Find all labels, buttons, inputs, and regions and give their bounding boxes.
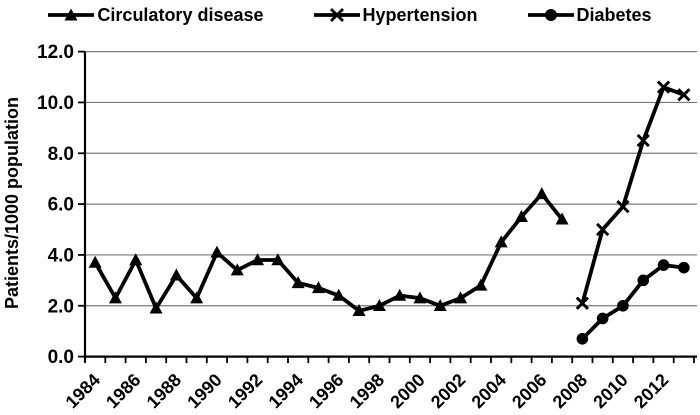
data-point-triangle xyxy=(230,263,244,276)
data-point-circle xyxy=(637,274,650,287)
data-point-triangle xyxy=(535,187,549,200)
data-point-circle xyxy=(617,299,629,312)
triangle-marker-icon xyxy=(48,8,95,21)
data-point-x xyxy=(677,88,691,102)
series-line-0 xyxy=(93,190,564,313)
x-tick-label: 1998 xyxy=(346,370,388,412)
data-point-x xyxy=(656,80,671,94)
legend-label-hypertension: Hypertension xyxy=(362,4,478,25)
y-tick-label: 6.0 xyxy=(48,195,74,216)
x-tick-label: 1996 xyxy=(305,370,347,412)
y-tick-label: 4.0 xyxy=(48,245,74,266)
x-tick-label: 1988 xyxy=(143,370,185,412)
legend-item-diabetes: Diabetes xyxy=(527,4,652,26)
data-point-triangle xyxy=(271,253,285,266)
x-tick-label: 1990 xyxy=(183,370,225,412)
x-tick-label: 2002 xyxy=(427,370,469,412)
data-point-x xyxy=(636,133,650,148)
y-tick-label: 8.0 xyxy=(48,144,74,165)
data-point-triangle xyxy=(332,288,346,301)
x-tick-label: 2006 xyxy=(508,370,550,412)
data-point-triangle xyxy=(129,253,143,266)
data-point-triangle xyxy=(352,304,366,317)
legend-item-circulatory-disease: Circulatory disease xyxy=(48,4,264,26)
y-tick-label: 10.0 xyxy=(37,93,74,114)
data-point-x xyxy=(616,200,630,214)
data-point-x xyxy=(575,296,589,310)
x-tick-label: 2012 xyxy=(630,370,672,412)
data-point-triangle xyxy=(454,291,468,304)
x-tick-label: 2008 xyxy=(549,370,591,412)
data-point-circle xyxy=(678,261,690,274)
data-point-triangle xyxy=(149,301,163,314)
y-axis-title: Patients/1000 population xyxy=(2,97,22,309)
legend-label-circulatory-disease: Circulatory disease xyxy=(97,4,264,25)
data-point-triangle xyxy=(251,253,265,266)
series-line-2 xyxy=(581,263,685,341)
x-marker-icon xyxy=(313,8,360,22)
x-tick-label: 1994 xyxy=(265,370,307,412)
data-point-triangle xyxy=(311,281,325,294)
x-tick-label: 1984 xyxy=(62,370,104,412)
data-point-triangle xyxy=(210,245,224,258)
legend-item-hypertension: Hypertension xyxy=(313,4,478,26)
data-point-triangle xyxy=(514,210,528,223)
x-tick-label: 1986 xyxy=(102,370,144,412)
x-tick-label: 2004 xyxy=(468,370,510,412)
data-point-circle xyxy=(657,259,670,271)
data-point-triangle xyxy=(393,288,407,301)
y-tick-label: 0.0 xyxy=(48,347,74,368)
data-point-triangle xyxy=(555,212,569,225)
series-line-1 xyxy=(580,84,685,304)
data-point-triangle xyxy=(88,255,102,268)
legend: Circulatory disease Hypertension Diabete… xyxy=(0,2,700,28)
data-point-triangle xyxy=(474,278,488,291)
x-tick-label: 2010 xyxy=(589,370,631,412)
data-point-circle xyxy=(576,333,589,345)
legend-label-diabetes: Diabetes xyxy=(576,4,652,25)
data-point-triangle xyxy=(190,291,204,304)
data-point-triangle xyxy=(494,235,508,248)
data-point-triangle xyxy=(169,268,183,281)
y-tick-label: 12.0 xyxy=(37,42,74,63)
y-tick-label: 2.0 xyxy=(48,296,74,317)
circle-marker-icon xyxy=(527,9,574,21)
data-point-x xyxy=(596,222,610,237)
data-point-triangle xyxy=(291,276,305,289)
data-point-triangle xyxy=(413,291,427,304)
data-point-circle xyxy=(596,312,609,325)
x-tick-label: 2000 xyxy=(386,370,428,412)
data-point-triangle xyxy=(108,291,122,304)
data-point-triangle xyxy=(433,298,447,311)
x-tick-label: 1992 xyxy=(224,370,266,412)
data-point-triangle xyxy=(372,298,386,311)
